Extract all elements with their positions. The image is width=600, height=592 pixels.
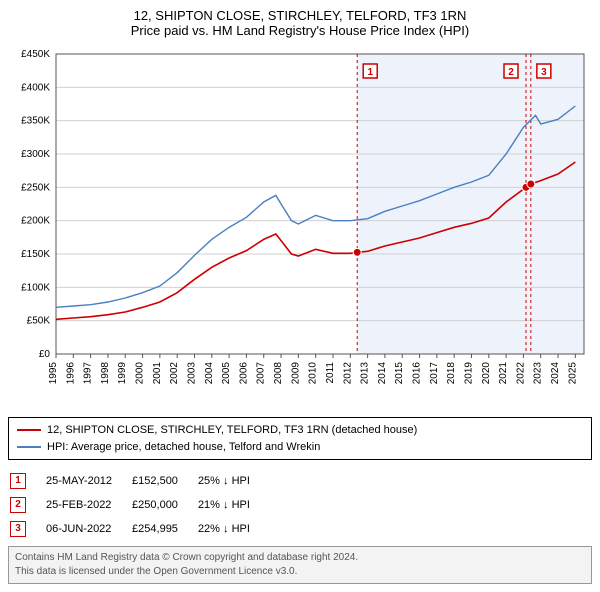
sales-table: 1 25-MAY-2012£152,50025% ↓ HPI 2 25-FEB-202… [8, 468, 270, 542]
svg-text:£0: £0 [39, 349, 51, 360]
svg-text:1999: 1999 [117, 362, 128, 385]
svg-text:2019: 2019 [463, 362, 474, 385]
sale-date: 25-MAY-2012 [46, 470, 130, 492]
sale-price: £250,000 [132, 494, 196, 516]
sale-price: £152,500 [132, 470, 196, 492]
svg-text:2017: 2017 [429, 362, 440, 385]
table-row: 2 25-FEB-2022£250,00021% ↓ HPI [10, 494, 268, 516]
svg-text:£300K: £300K [21, 149, 50, 160]
sale-delta: 22% ↓ HPI [198, 518, 268, 540]
price-chart: £0 £50K £100K £150K £200K £250K £300K £350K £400… [8, 44, 592, 409]
svg-text:2024: 2024 [550, 362, 561, 385]
svg-text:£350K: £350K [21, 116, 50, 127]
svg-text:2021: 2021 [498, 362, 509, 385]
svg-text:2020: 2020 [481, 362, 492, 385]
legend: 12, SHIPTON CLOSE, STIRCHLEY, TELFORD, T… [8, 417, 592, 460]
svg-text:2005: 2005 [221, 362, 232, 385]
svg-text:2014: 2014 [377, 362, 388, 385]
svg-text:2000: 2000 [135, 362, 146, 385]
svg-text:1: 1 [367, 67, 373, 78]
sale-date: 06-JUN-2022 [46, 518, 130, 540]
svg-text:£450K: £450K [21, 49, 50, 60]
svg-text:2010: 2010 [308, 362, 319, 385]
chart-svg: £0 £50K £100K £150K £200K £250K £300K £350K £400… [8, 44, 592, 404]
legend-swatch [17, 446, 41, 448]
sale-marker-cell: 2 [10, 494, 44, 516]
sale-price: £254,995 [132, 518, 196, 540]
attribution-footer: Contains HM Land Registry data © Crown c… [8, 546, 592, 584]
sale-marker: 2 [10, 497, 26, 513]
svg-text:2009: 2009 [290, 362, 301, 385]
footer-line-2: This data is licensed under the Open Gov… [15, 565, 585, 579]
page-subtitle: Price paid vs. HM Land Registry's House … [8, 23, 592, 38]
legend-row: HPI: Average price, detached house, Telf… [17, 439, 583, 456]
svg-text:1997: 1997 [83, 362, 94, 385]
svg-text:2012: 2012 [342, 362, 353, 385]
svg-text:2011: 2011 [325, 362, 336, 384]
svg-text:2: 2 [508, 67, 514, 78]
legend-row: 12, SHIPTON CLOSE, STIRCHLEY, TELFORD, T… [17, 422, 583, 439]
svg-text:3: 3 [541, 67, 547, 78]
svg-text:2006: 2006 [238, 362, 249, 385]
sale-date: 25-FEB-2022 [46, 494, 130, 516]
svg-text:1996: 1996 [65, 362, 76, 385]
svg-text:£50K: £50K [27, 316, 51, 327]
svg-text:2015: 2015 [394, 362, 405, 385]
table-row: 1 25-MAY-2012£152,50025% ↓ HPI [10, 470, 268, 492]
svg-text:£100K: £100K [21, 282, 50, 293]
sale-delta: 21% ↓ HPI [198, 494, 268, 516]
svg-text:2007: 2007 [256, 362, 267, 385]
svg-text:2023: 2023 [533, 362, 544, 385]
page-title: 12, SHIPTON CLOSE, STIRCHLEY, TELFORD, T… [8, 8, 592, 23]
legend-label: 12, SHIPTON CLOSE, STIRCHLEY, TELFORD, T… [47, 422, 417, 439]
svg-text:2016: 2016 [412, 362, 423, 385]
svg-text:2008: 2008 [273, 362, 284, 385]
legend-label: HPI: Average price, detached house, Telf… [47, 439, 320, 456]
svg-text:1995: 1995 [48, 362, 59, 385]
svg-text:2003: 2003 [186, 362, 197, 385]
sale-marker-cell: 1 [10, 470, 44, 492]
svg-text:£200K: £200K [21, 216, 50, 227]
svg-text:2004: 2004 [204, 362, 215, 385]
sale-marker: 1 [10, 473, 26, 489]
svg-text:2022: 2022 [515, 362, 526, 385]
svg-text:2001: 2001 [152, 362, 163, 385]
sale-marker-cell: 3 [10, 518, 44, 540]
svg-text:1998: 1998 [100, 362, 111, 385]
legend-swatch [17, 429, 41, 431]
sale-delta: 25% ↓ HPI [198, 470, 268, 492]
svg-text:2013: 2013 [360, 362, 371, 385]
svg-text:2002: 2002 [169, 362, 180, 385]
svg-text:£150K: £150K [21, 249, 50, 260]
svg-text:£400K: £400K [21, 82, 50, 93]
table-row: 3 06-JUN-2022£254,99522% ↓ HPI [10, 518, 268, 540]
svg-text:2025: 2025 [567, 362, 578, 385]
sale-marker: 3 [10, 521, 26, 537]
svg-text:£250K: £250K [21, 182, 50, 193]
svg-text:2018: 2018 [446, 362, 457, 385]
footer-line-1: Contains HM Land Registry data © Crown c… [15, 551, 585, 565]
